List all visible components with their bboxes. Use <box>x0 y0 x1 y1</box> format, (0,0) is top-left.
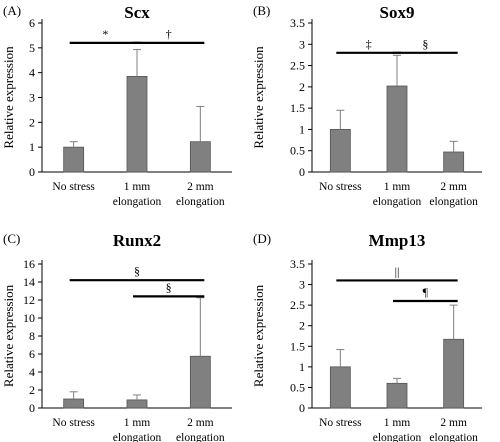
category-label: 1 mm <box>384 181 411 193</box>
y-tick-label: 6 <box>29 347 35 361</box>
y-axis-label: Relative expression <box>1 46 16 149</box>
y-tick-label: 0 <box>29 165 35 179</box>
panel-label: (D) <box>253 231 271 246</box>
y-tick-label: 2.5 <box>290 59 305 73</box>
bar <box>386 382 408 409</box>
bar <box>443 151 465 173</box>
category-label: elongation <box>373 432 422 442</box>
significance-marker: † <box>166 27 172 41</box>
y-tick-label: 2 <box>29 115 35 129</box>
panel-label: (B) <box>253 3 270 18</box>
category-label: 2 mm <box>187 181 214 193</box>
y-tick-label: 0.5 <box>290 380 305 394</box>
significance-marker: ‡ <box>366 37 372 51</box>
bar <box>329 129 351 173</box>
y-tick-label: 1 <box>299 360 305 374</box>
y-tick-label: 14 <box>23 275 35 289</box>
chart-title: Mmp13 <box>369 231 426 250</box>
panel-label: (C) <box>3 231 20 246</box>
y-axis-label: Relative expression <box>1 284 16 387</box>
category-label: No stress <box>319 417 362 429</box>
bar <box>386 85 408 173</box>
y-tick-label: 0.5 <box>290 144 305 158</box>
category-label: 2 mm <box>440 417 467 429</box>
y-tick-label: 0 <box>299 165 305 179</box>
y-tick-label: 2 <box>299 319 305 333</box>
bar <box>63 146 85 173</box>
chart-title: Sox9 <box>380 3 415 22</box>
y-tick-label: 1.5 <box>290 339 305 353</box>
y-tick-label: 8 <box>29 329 35 343</box>
category-label: elongation <box>429 196 478 208</box>
bar <box>443 338 465 409</box>
significance-marker: § <box>422 37 428 51</box>
y-tick-label: 3 <box>29 91 35 105</box>
significance-marker: || <box>395 264 400 278</box>
bar <box>63 398 85 409</box>
bar <box>189 141 211 173</box>
category-label: elongation <box>113 196 162 208</box>
category-label: 1 mm <box>124 181 151 193</box>
chart-title: Runx2 <box>113 231 161 250</box>
bar <box>189 355 211 409</box>
y-tick-label: 2 <box>29 383 35 397</box>
y-tick-label: 0 <box>29 401 35 415</box>
y-tick-label: 5 <box>29 41 35 55</box>
category-label: elongation <box>113 432 162 442</box>
panel-label: (A) <box>3 3 21 18</box>
y-tick-label: 12 <box>23 293 35 307</box>
category-label: 2 mm <box>187 417 214 429</box>
category-label: No stress <box>52 181 95 193</box>
category-label: No stress <box>319 181 362 193</box>
y-tick-label: 6 <box>29 16 35 30</box>
category-label: No stress <box>52 417 95 429</box>
y-tick-label: 10 <box>23 311 35 325</box>
bar <box>329 366 351 409</box>
category-label: 1 mm <box>124 417 151 429</box>
category-label: elongation <box>176 432 225 442</box>
category-label: 1 mm <box>384 417 411 429</box>
bar <box>126 399 148 409</box>
y-tick-label: 1 <box>29 140 35 154</box>
category-label: 2 mm <box>440 181 467 193</box>
bar <box>126 75 148 173</box>
y-tick-label: 3 <box>299 37 305 51</box>
category-label: elongation <box>429 432 478 442</box>
y-tick-label: 3.5 <box>290 257 305 271</box>
y-tick-label: 0 <box>299 401 305 415</box>
y-tick-label: 16 <box>23 257 35 271</box>
y-axis-label: Relative expression <box>251 284 266 387</box>
y-tick-label: 1 <box>299 122 305 136</box>
significance-marker: § <box>134 264 140 278</box>
significance-marker: § <box>166 280 172 294</box>
y-tick-label: 3 <box>299 278 305 292</box>
category-label: elongation <box>176 196 225 208</box>
y-tick-label: 4 <box>29 66 35 80</box>
chart-title: Scx <box>124 3 150 22</box>
significance-marker: ¶ <box>423 285 429 299</box>
y-tick-label: 2 <box>299 80 305 94</box>
y-tick-label: 1.5 <box>290 101 305 115</box>
category-label: elongation <box>373 196 422 208</box>
y-tick-label: 4 <box>29 365 35 379</box>
significance-marker: * <box>102 27 108 41</box>
y-axis-label: Relative expression <box>251 46 266 149</box>
y-tick-label: 2.5 <box>290 298 305 312</box>
y-tick-label: 3.5 <box>290 16 305 30</box>
